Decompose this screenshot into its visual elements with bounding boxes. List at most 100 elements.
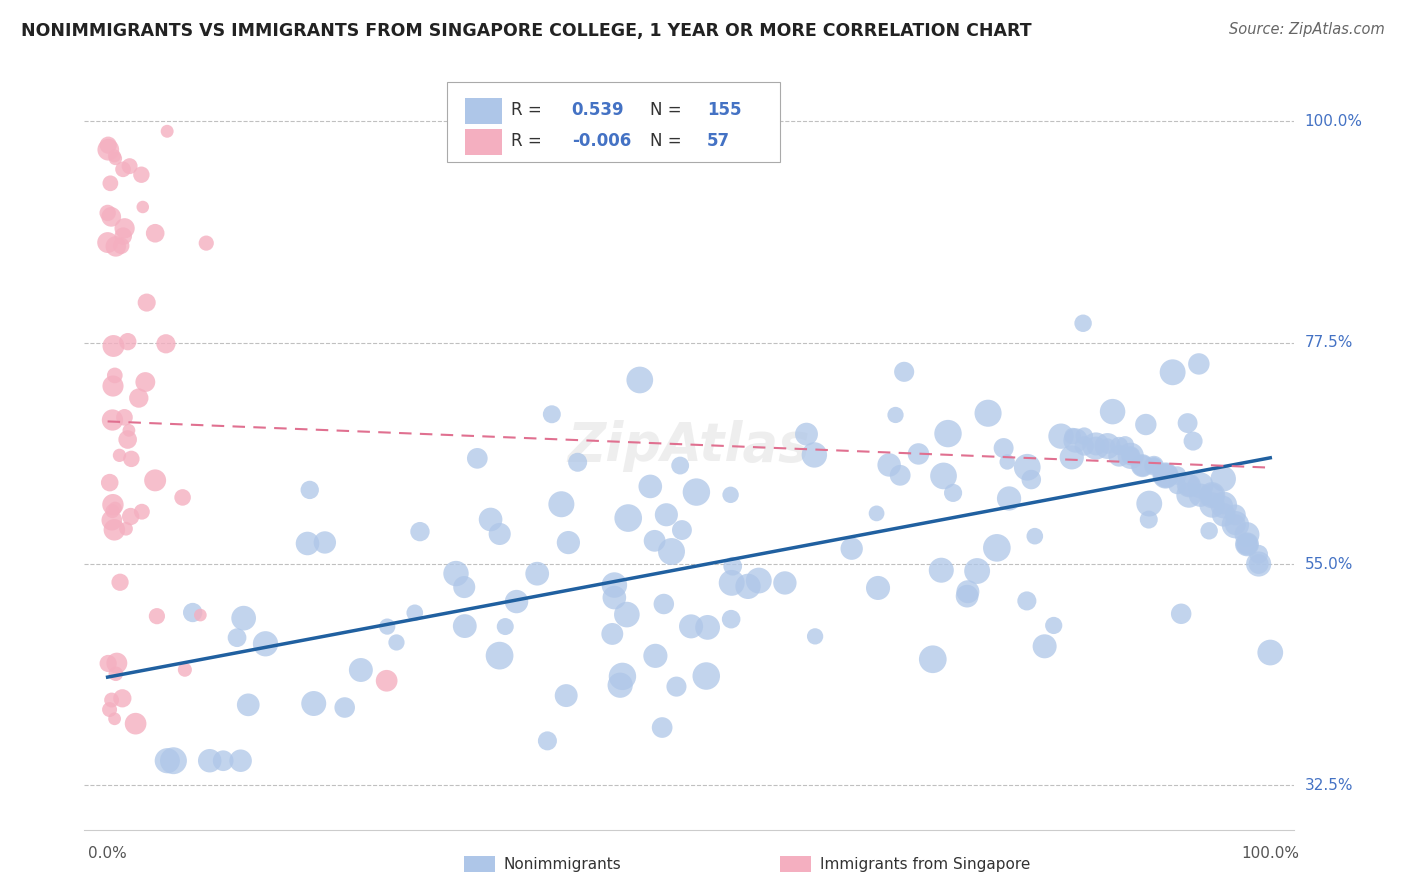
Point <box>453 580 475 594</box>
Point <box>1137 512 1160 526</box>
Point <box>385 635 408 649</box>
Point <box>1143 458 1166 473</box>
Point <box>97 143 120 157</box>
Point <box>1225 508 1247 522</box>
FancyBboxPatch shape <box>465 129 502 155</box>
Point <box>640 479 662 493</box>
Point <box>1084 439 1107 453</box>
Point <box>1132 458 1154 473</box>
Point <box>120 509 142 524</box>
Point <box>254 637 277 651</box>
Point <box>685 485 707 500</box>
Point <box>616 607 638 622</box>
Point <box>1178 478 1201 492</box>
Point <box>671 523 693 537</box>
Point <box>1097 439 1119 453</box>
Point <box>297 536 319 550</box>
Point <box>444 566 467 581</box>
Point <box>1119 449 1142 463</box>
Point <box>143 226 166 240</box>
Point <box>1170 607 1192 621</box>
Point <box>721 559 744 574</box>
Point <box>118 159 141 173</box>
Point <box>609 678 631 692</box>
Point <box>1154 468 1177 483</box>
Point <box>942 486 965 500</box>
Text: ZipAtlas: ZipAtlas <box>568 420 810 472</box>
Point <box>720 488 742 502</box>
Point <box>375 619 398 633</box>
Point <box>162 754 184 768</box>
Point <box>665 680 688 694</box>
Text: R =: R = <box>512 101 547 119</box>
Point <box>104 152 127 166</box>
Point <box>114 221 136 235</box>
Point <box>494 619 516 633</box>
Point <box>803 448 825 462</box>
Point <box>1132 458 1154 473</box>
Point <box>103 339 125 353</box>
Point <box>124 716 146 731</box>
Point <box>1225 517 1247 532</box>
Point <box>128 391 150 405</box>
Text: 100.0%: 100.0% <box>1305 114 1362 129</box>
Point <box>669 458 692 473</box>
Point <box>101 513 124 527</box>
FancyBboxPatch shape <box>447 81 780 162</box>
Point <box>1212 508 1234 522</box>
Point <box>1154 468 1177 483</box>
Point <box>600 627 623 641</box>
Point <box>1258 646 1281 660</box>
Point <box>526 566 548 581</box>
Point <box>104 666 127 681</box>
Point <box>695 669 717 683</box>
Point <box>181 606 204 620</box>
Point <box>651 721 673 735</box>
Point <box>1019 473 1042 487</box>
Point <box>1073 429 1095 443</box>
Point <box>103 149 125 163</box>
Point <box>644 533 666 548</box>
Point <box>998 491 1021 506</box>
Point <box>97 138 120 153</box>
Point <box>188 608 211 623</box>
Point <box>1178 488 1201 502</box>
Point <box>101 379 124 393</box>
Point <box>479 512 502 526</box>
FancyBboxPatch shape <box>465 98 502 124</box>
Point <box>404 606 426 620</box>
Point <box>907 447 929 461</box>
Point <box>932 469 955 483</box>
Point <box>100 693 122 707</box>
Point <box>1015 594 1038 608</box>
Point <box>97 235 120 250</box>
Point <box>956 584 979 599</box>
Point <box>131 168 153 182</box>
Point <box>120 451 142 466</box>
Point <box>115 522 138 536</box>
Point <box>720 612 742 626</box>
Point <box>956 589 979 603</box>
Point <box>603 578 626 592</box>
Point <box>1084 439 1107 453</box>
Point <box>454 619 477 633</box>
Point <box>1236 537 1258 551</box>
Point <box>198 754 221 768</box>
Point <box>893 365 915 379</box>
Point <box>929 563 952 577</box>
Point <box>108 448 131 462</box>
Point <box>97 206 120 220</box>
Point <box>302 697 325 711</box>
Point <box>1201 498 1223 512</box>
Point <box>1166 468 1188 483</box>
Point <box>117 334 139 349</box>
Point <box>146 609 169 624</box>
Point <box>108 575 131 590</box>
Point <box>488 527 510 541</box>
Point <box>1236 537 1258 551</box>
Text: 32.5%: 32.5% <box>1305 778 1353 793</box>
Text: Source: ZipAtlas.com: Source: ZipAtlas.com <box>1229 22 1385 37</box>
Point <box>1189 488 1212 502</box>
Point <box>112 162 135 177</box>
Point <box>536 734 558 748</box>
